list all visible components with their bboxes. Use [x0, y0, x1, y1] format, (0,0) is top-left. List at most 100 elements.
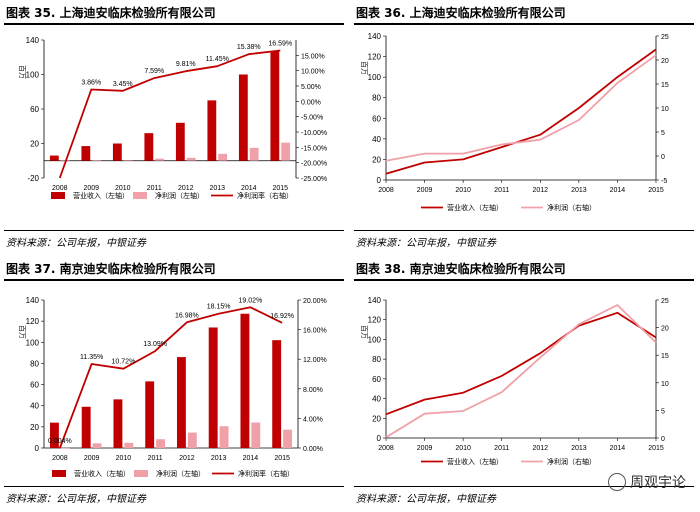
y-tick-label-left: 140 [26, 296, 40, 305]
x-tick-label: 2015 [274, 455, 290, 462]
legend-label: 营业收入（左轴） [447, 203, 503, 212]
y-tick-label-right: -5.00% [301, 115, 323, 122]
y-tick-label-right: 10 [661, 106, 669, 113]
y-tick-label-left: 40 [372, 395, 381, 404]
data-label: 16.98% [175, 312, 199, 319]
line-net-profit [385, 304, 657, 439]
data-label: 9.81% [176, 61, 196, 68]
watermark: 周观宇论 [608, 472, 686, 492]
x-tick-label: 2009 [84, 455, 100, 462]
bar-net-profit [92, 160, 102, 161]
y-tick-label-right: -25.00% [301, 176, 327, 183]
y-tick-label-left: 40 [372, 135, 381, 144]
x-tick-label: 2012 [532, 187, 548, 194]
y-axis-label: 百万 [18, 65, 26, 79]
source-note: 资料来源：公司年报，中银证券 [6, 238, 146, 249]
y-tick-label-left: 100 [26, 71, 40, 80]
legend-label: 营业收入（左轴） [74, 469, 130, 478]
y-tick-label-right: 25 [661, 34, 669, 41]
x-tick-label: 2014 [610, 445, 626, 452]
line-revenue [385, 48, 657, 175]
data-label: 15.38% [237, 44, 261, 51]
x-tick-label: 2011 [494, 187, 509, 194]
source-note: 资料来源：公司年报，中银证券 [6, 494, 146, 505]
y-tick-label-right: 16.00% [303, 328, 327, 335]
data-label: 18.15% [207, 304, 231, 311]
data-label: 16.59% [268, 40, 292, 47]
x-tick-label: 2015 [648, 187, 664, 194]
x-tick-label: 2008 [52, 455, 68, 462]
legend-swatch [51, 192, 65, 199]
data-label: 3.86% [81, 79, 101, 86]
legend-label: 净利润（左轴） [156, 469, 205, 478]
legend-label: 营业收入（左轴） [447, 457, 503, 466]
bar-net-profit [187, 432, 197, 448]
data-label: 13.09% [143, 341, 167, 348]
x-tick-label: 2010 [115, 185, 131, 192]
y-tick-label-right: 8.00% [303, 387, 323, 394]
y-tick-label-left: 120 [368, 53, 382, 62]
y-tick-label-left: 80 [372, 94, 381, 103]
x-tick-label: 2015 [272, 185, 288, 192]
chart-35: -20 20 60 100 140 -25.00% -20.00% -15.00% -10.00… [18, 36, 327, 200]
legend-label: 净利润（右轴） [547, 457, 596, 466]
y-tick-label-right: -5 [661, 178, 667, 185]
x-tick-label: 2009 [417, 187, 433, 194]
y-tick-label-right: 10.00% [301, 69, 325, 76]
y-tick-label-right: 0 [661, 154, 665, 161]
y-axis-label: 百万 [360, 325, 368, 339]
x-tick-label: 2015 [648, 445, 664, 452]
y-tick-label-right: 0 [661, 436, 665, 443]
line-net-margin [58, 49, 281, 179]
y-tick-label-left: 20 [30, 140, 39, 149]
bar-revenue [238, 74, 248, 161]
y-tick-label-left: 100 [26, 338, 40, 347]
bar-net-profit [283, 429, 293, 448]
wechat-icon [608, 473, 626, 491]
y-tick-label-left: 20 [372, 414, 381, 423]
x-tick-label: 2009 [83, 185, 99, 192]
data-label: 11.35% [80, 354, 103, 361]
legend-label: 净利润率（右轴） [238, 469, 294, 478]
y-tick-label-right: 15.00% [301, 53, 325, 60]
bar-revenue [81, 146, 91, 161]
chart-37: 0 20 40 60 80 100 120 140 0.00% 4.00% 8.00% 12.00% 1… [18, 296, 327, 478]
data-label: 3.45% [113, 81, 133, 88]
bar-net-profit [156, 439, 166, 448]
y-tick-label-right: 5 [661, 130, 665, 137]
data-label: 0.004% [48, 438, 72, 445]
x-tick-label: 2014 [610, 187, 626, 194]
y-tick-label-right: 12.00% [303, 357, 327, 364]
chart-title: 图表 35. 上海迪安临床检验所有限公司 [6, 6, 216, 20]
bar-net-profit [124, 442, 134, 448]
bar-revenue [272, 340, 282, 448]
data-label: 11.45% [206, 56, 229, 63]
y-tick-label-left: 140 [26, 36, 40, 45]
source-divider [354, 486, 694, 487]
bar-revenue [207, 100, 217, 161]
line-revenue [385, 311, 657, 416]
bar-revenue [112, 143, 122, 161]
legend-swatch [133, 192, 147, 199]
y-tick-label-left: 60 [372, 114, 381, 123]
data-label: 19.02% [239, 297, 263, 304]
y-tick-label-left: 0 [35, 444, 40, 453]
bar-net-profit [186, 157, 196, 161]
bar-net-profit [251, 422, 261, 448]
y-axis-label: 百万 [360, 61, 368, 75]
data-label: 10.72% [112, 359, 136, 366]
bar-net-profit [92, 443, 102, 448]
y-tick-label-right: 4.00% [303, 416, 323, 423]
bar-revenue [176, 357, 186, 448]
panel-figure-37: 图表 37. 南京迪安临床检验所有限公司 0 20 40 60 80 100 120 140 0… [0, 256, 350, 512]
y-tick-label-left: 20 [372, 155, 381, 164]
y-tick-label-right: 5 [661, 408, 665, 415]
y-tick-label-left: 80 [30, 359, 39, 368]
y-tick-label-left: 60 [30, 381, 39, 390]
bar-revenue [145, 381, 155, 448]
chart-title: 图表 38. 南京迪安临床检验所有限公司 [356, 262, 566, 276]
y-tick-label-left: 120 [26, 317, 40, 326]
y-tick-label-right: 15 [661, 82, 669, 89]
bar-net-profit [155, 158, 165, 161]
source-divider [4, 486, 344, 487]
